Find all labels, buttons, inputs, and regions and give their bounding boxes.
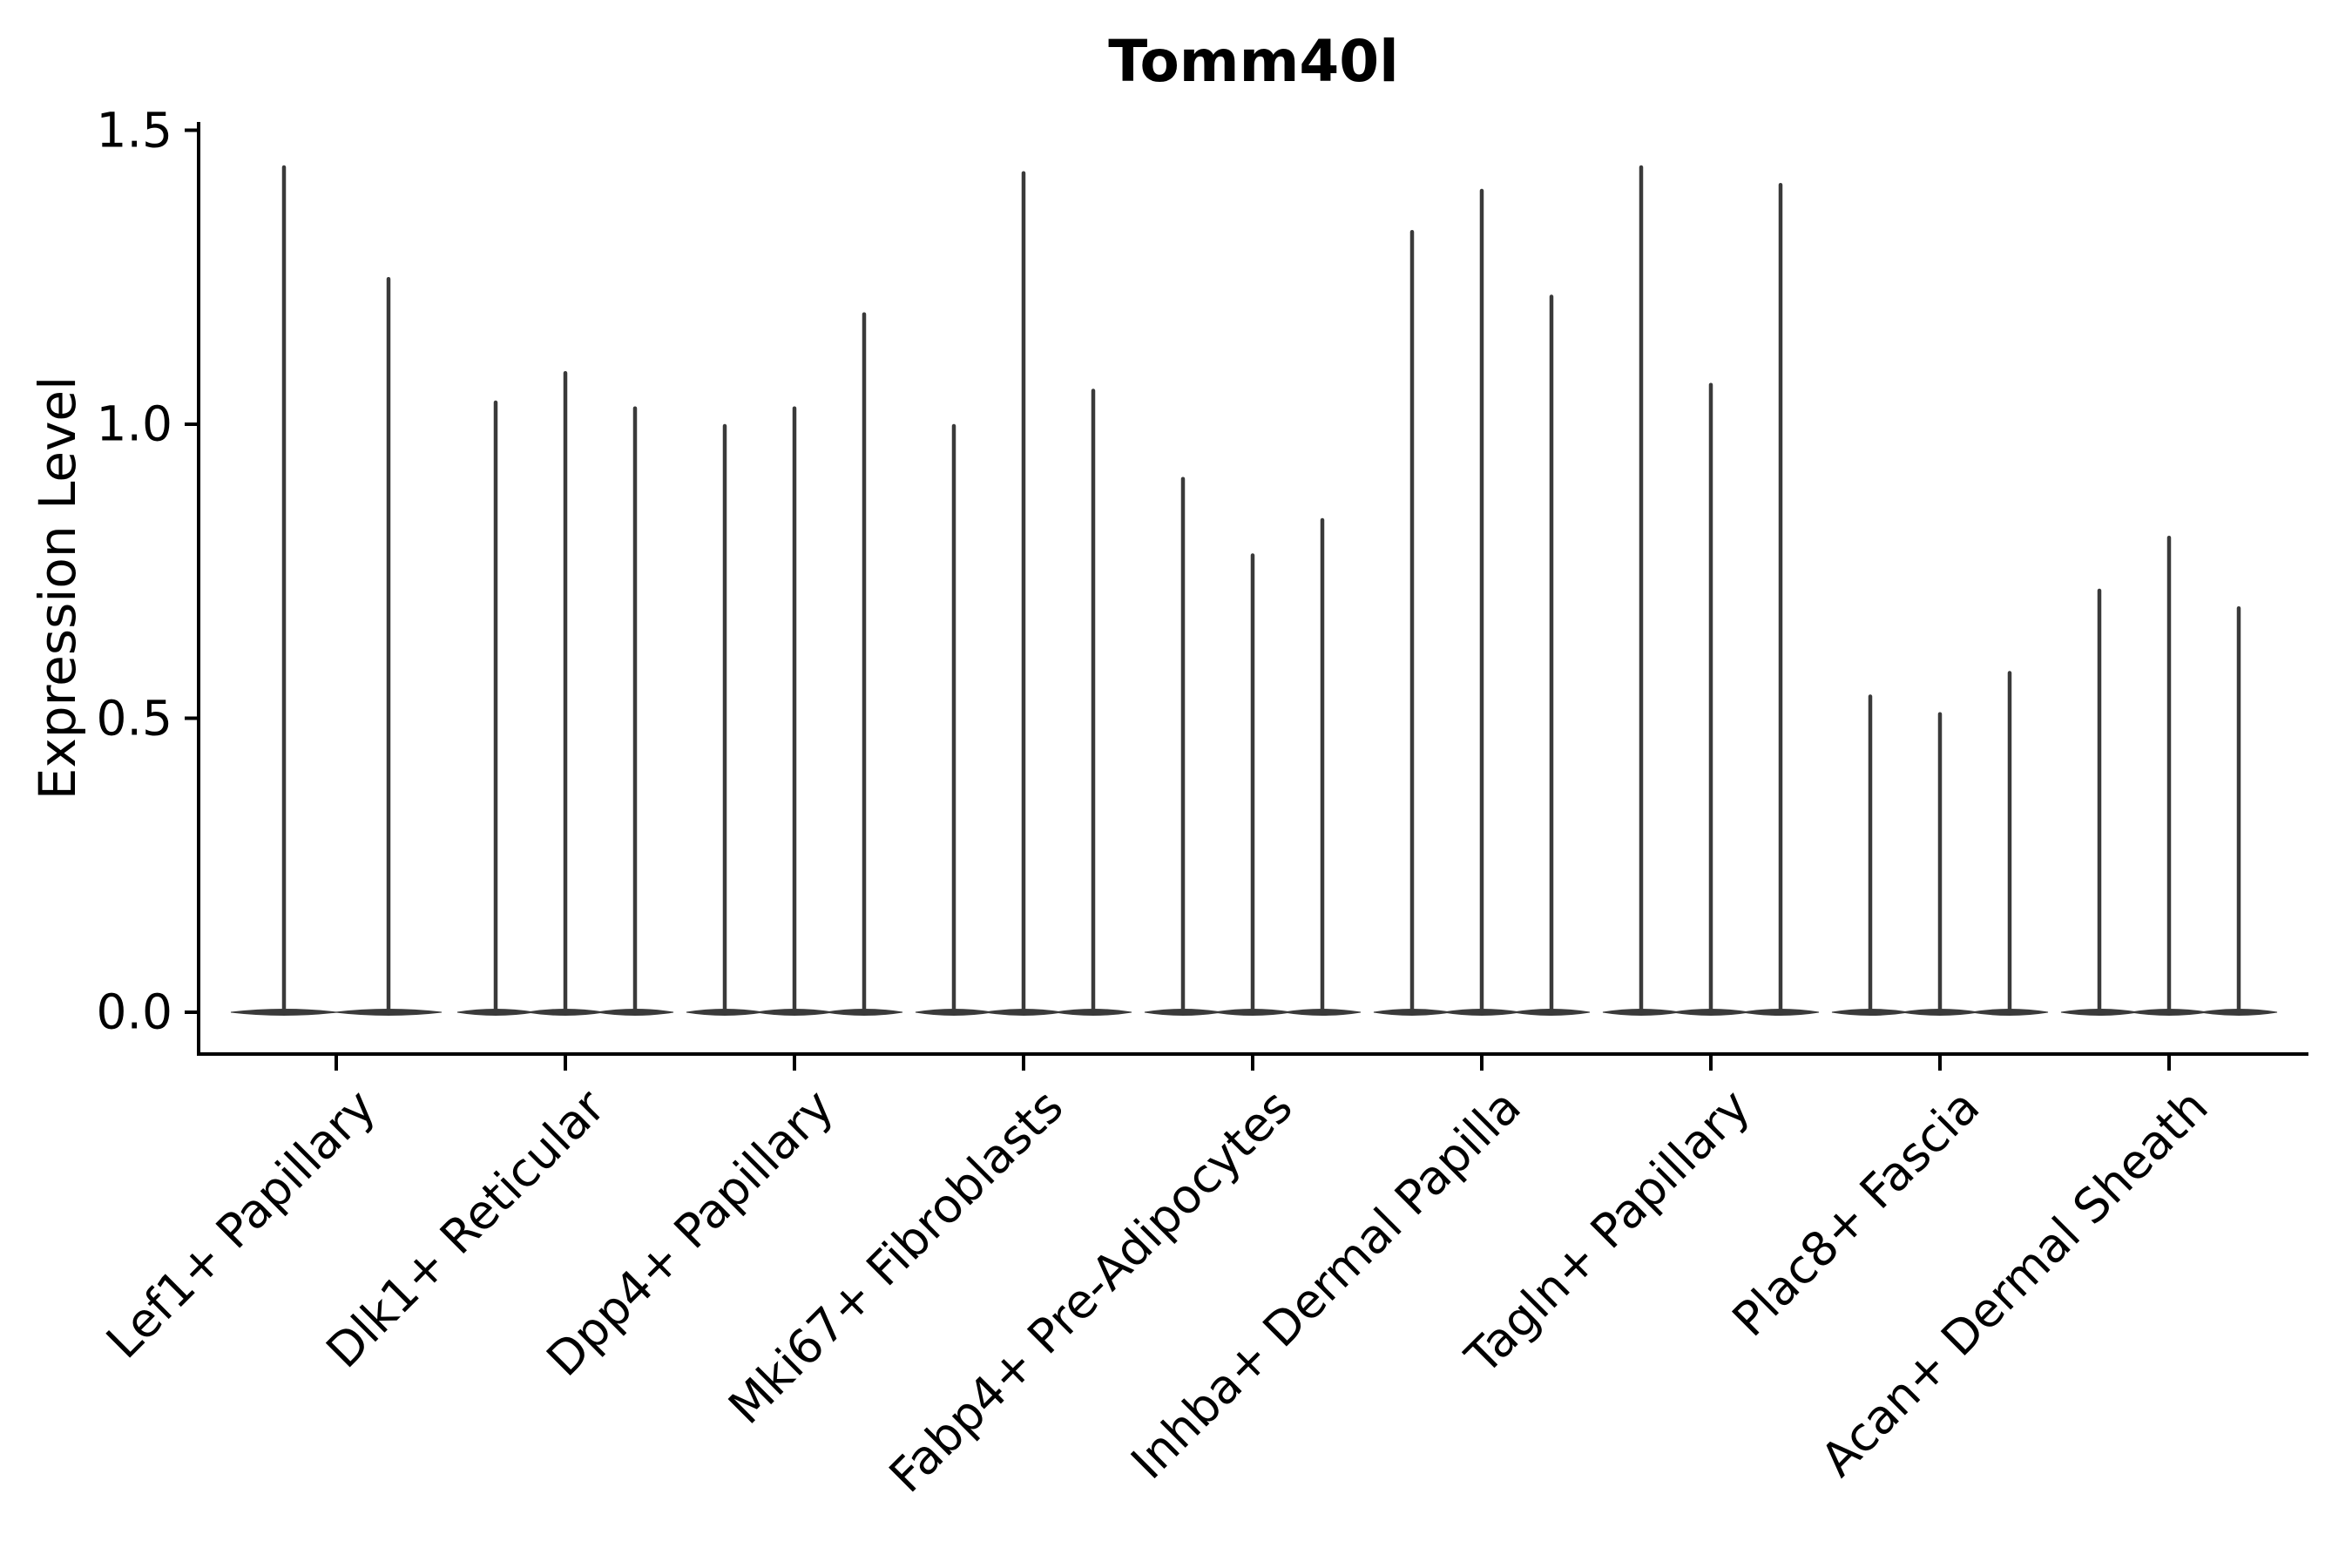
y-tick-label: 1.0 <box>96 395 172 452</box>
y-tick-label: 1.5 <box>96 102 172 158</box>
y-tick-label: 0.5 <box>96 690 172 746</box>
y-tick-label: 0.0 <box>96 983 172 1040</box>
chart-title: Tomm40l <box>1108 28 1399 95</box>
